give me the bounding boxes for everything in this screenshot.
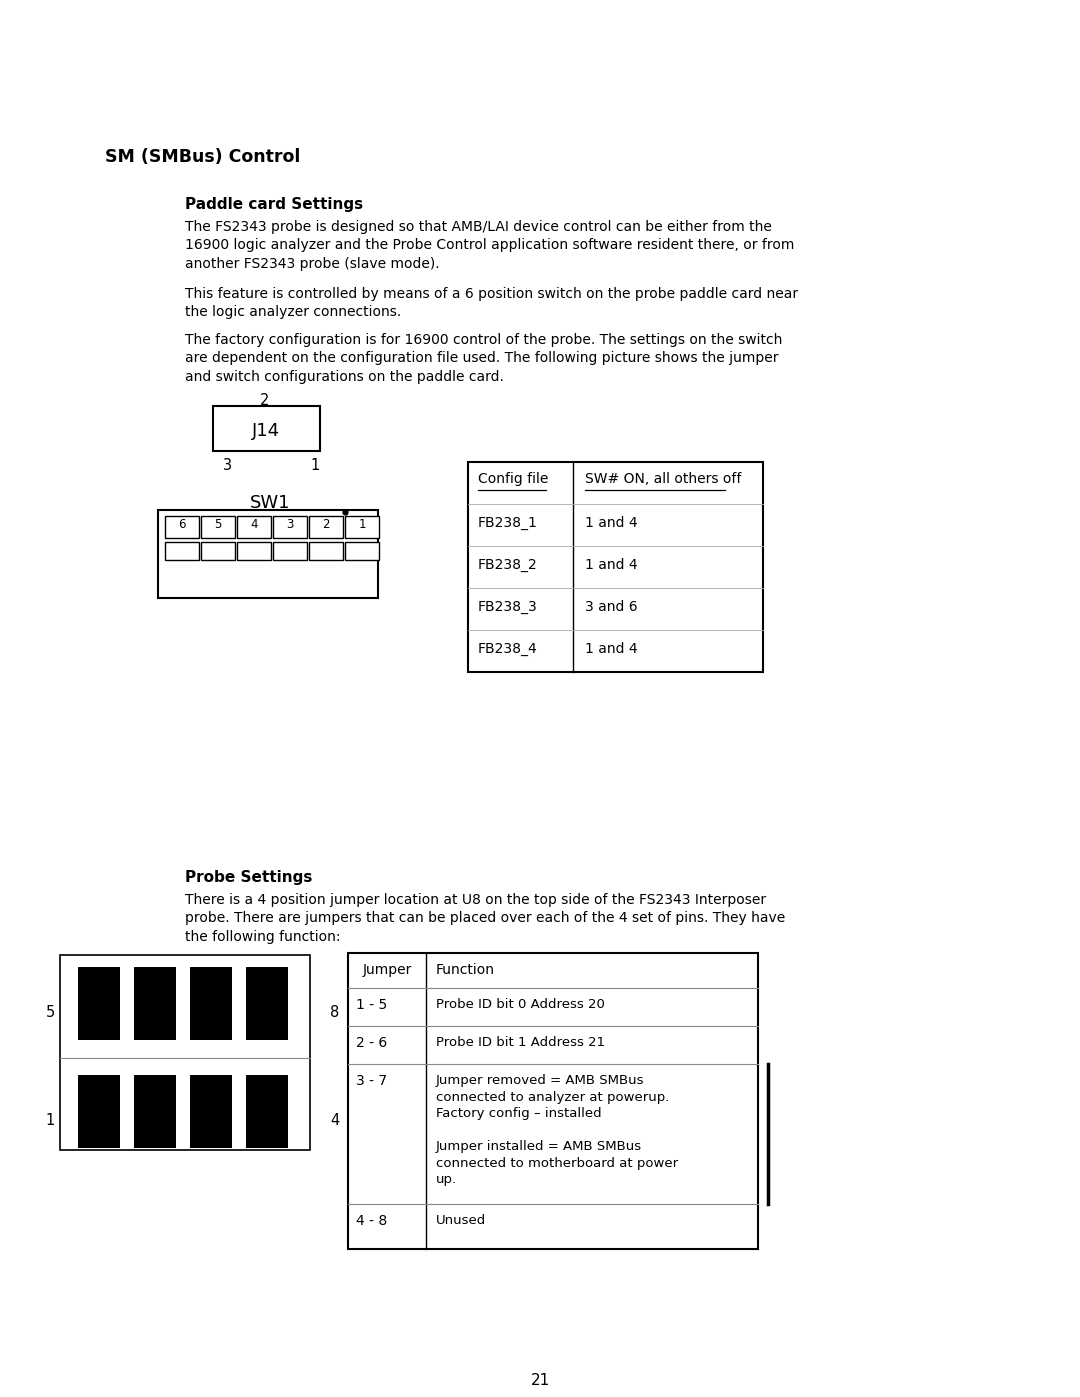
Text: 2: 2 — [260, 393, 270, 408]
Text: 1 and 4: 1 and 4 — [585, 557, 637, 571]
Text: FB238_1: FB238_1 — [478, 515, 538, 529]
Text: 4 - 8: 4 - 8 — [356, 1214, 388, 1228]
Text: 2 - 6: 2 - 6 — [356, 1037, 388, 1051]
Text: Config file: Config file — [478, 472, 549, 486]
Bar — [309, 542, 343, 560]
Text: 3 - 7: 3 - 7 — [356, 1074, 387, 1088]
Bar — [348, 953, 758, 1249]
Text: FB238_2: FB238_2 — [478, 557, 538, 571]
Bar — [201, 515, 235, 538]
Bar — [468, 462, 762, 672]
Text: 5: 5 — [214, 518, 221, 531]
Bar — [60, 956, 310, 1150]
Text: Probe ID bit 0 Address 20: Probe ID bit 0 Address 20 — [436, 997, 605, 1011]
Text: 3: 3 — [286, 518, 294, 531]
Text: 1 and 4: 1 and 4 — [585, 643, 637, 657]
Text: Jumper removed = AMB SMBus
connected to analyzer at powerup.
Factory config – in: Jumper removed = AMB SMBus connected to … — [436, 1074, 678, 1186]
Text: 3: 3 — [224, 458, 232, 474]
Bar — [78, 1076, 120, 1148]
Bar — [345, 515, 379, 538]
Bar — [158, 510, 378, 598]
Text: 4: 4 — [251, 518, 258, 531]
Text: Paddle card Settings: Paddle card Settings — [185, 197, 363, 212]
Text: Function: Function — [436, 963, 495, 977]
Text: Jumper: Jumper — [362, 963, 411, 977]
Bar — [237, 542, 271, 560]
Bar — [134, 1076, 176, 1148]
Text: 1: 1 — [310, 458, 320, 474]
Bar — [246, 967, 288, 1039]
Text: FB238_3: FB238_3 — [478, 599, 538, 615]
Text: Probe Settings: Probe Settings — [185, 870, 312, 886]
Bar — [237, 515, 271, 538]
Bar — [165, 515, 199, 538]
Bar — [246, 1076, 288, 1148]
Text: 1 and 4: 1 and 4 — [585, 515, 637, 529]
Bar — [345, 542, 379, 560]
Text: SW1: SW1 — [249, 495, 291, 511]
Bar — [190, 967, 232, 1039]
Text: 6: 6 — [178, 518, 186, 531]
Text: 2: 2 — [322, 518, 329, 531]
Text: There is a 4 position jumper location at U8 on the top side of the FS2343 Interp: There is a 4 position jumper location at… — [185, 893, 785, 944]
Text: J14: J14 — [252, 422, 280, 440]
Text: 1: 1 — [359, 518, 366, 531]
Bar — [201, 542, 235, 560]
Text: Probe ID bit 1 Address 21: Probe ID bit 1 Address 21 — [436, 1037, 605, 1049]
Bar — [273, 542, 307, 560]
Text: The FS2343 probe is designed so that AMB/LAI device control can be either from t: The FS2343 probe is designed so that AMB… — [185, 219, 795, 271]
Text: 1 - 5: 1 - 5 — [356, 997, 388, 1011]
Text: 21: 21 — [530, 1373, 550, 1389]
Text: This feature is controlled by means of a 6 position switch on the probe paddle c: This feature is controlled by means of a… — [185, 286, 798, 320]
Text: SM (SMBus) Control: SM (SMBus) Control — [105, 148, 300, 166]
Bar — [165, 542, 199, 560]
Text: FB238_4: FB238_4 — [478, 643, 538, 657]
Text: 4: 4 — [330, 1113, 339, 1127]
Text: 1: 1 — [45, 1113, 55, 1127]
Text: 8: 8 — [330, 1004, 339, 1020]
Text: Unused: Unused — [436, 1214, 486, 1227]
Text: The factory configuration is for 16900 control of the probe. The settings on the: The factory configuration is for 16900 c… — [185, 332, 782, 384]
Text: 3 and 6: 3 and 6 — [585, 599, 637, 615]
Bar — [134, 967, 176, 1039]
Bar — [78, 967, 120, 1039]
Bar — [273, 515, 307, 538]
Text: 5: 5 — [45, 1004, 55, 1020]
Bar — [213, 407, 320, 451]
Text: SW# ON, all others off: SW# ON, all others off — [585, 472, 741, 486]
Bar — [190, 1076, 232, 1148]
Bar — [309, 515, 343, 538]
